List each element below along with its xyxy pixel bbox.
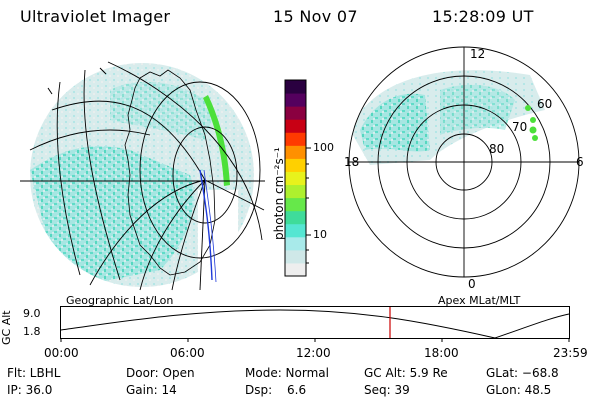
time-readout: 15:28:09 UT <box>432 7 534 26</box>
colorbar-swatch <box>285 158 306 172</box>
mlt-label-6: 6 <box>576 155 584 169</box>
mlt-label-18: 18 <box>344 155 360 169</box>
colorbar-swatch <box>285 80 306 94</box>
left-panel-label: Geographic Lat/Lon <box>66 294 174 307</box>
mlt-label-0: 0 <box>468 277 476 291</box>
altitude-xtick-2359: 23:59 <box>553 346 588 360</box>
polar-plot <box>348 46 580 278</box>
colorbar-swatch <box>285 249 306 264</box>
colorbar-swatch <box>285 184 306 199</box>
info-door: Door: Open <box>126 366 195 380</box>
info-mode: Mode: Normal <box>245 366 329 380</box>
colorbar-tick-100: 100 <box>313 141 334 154</box>
mlt-label-12: 12 <box>470 47 486 61</box>
altitude-plot <box>60 306 570 342</box>
colorbar <box>284 79 311 277</box>
colorbar-tick-10: 10 <box>313 228 327 241</box>
colorbar-swatch <box>285 119 306 133</box>
info-flt: Flt: LBHL <box>7 366 61 380</box>
info-dsp-label: Dsp: <box>245 383 273 397</box>
colorbar-swatch <box>285 132 306 146</box>
altitude-ylabel: GC Alt <box>0 310 13 345</box>
geographic-map <box>20 61 265 291</box>
date-readout: 15 Nov 07 <box>273 7 358 26</box>
colorbar-swatch <box>285 106 306 120</box>
info-ip: IP: 36.0 <box>7 383 53 397</box>
lat-label-60: 60 <box>537 97 553 111</box>
lat-label-70: 70 <box>512 120 528 134</box>
colorbar-swatch <box>285 210 306 225</box>
colorbar-swatch <box>285 236 306 251</box>
colorbar-unit-label: photon cm⁻²s⁻¹ <box>272 147 286 240</box>
info-seq: Seq: 39 <box>364 383 410 397</box>
colorbar-swatch <box>285 197 306 212</box>
app-title: Ultraviolet Imager <box>20 7 171 26</box>
colorbar-swatch <box>285 171 306 186</box>
colorbar-swatch <box>285 223 306 238</box>
info-glon: GLon: 48.5 <box>486 383 552 397</box>
info-gain: Gain: 14 <box>126 383 177 397</box>
lat-label-80: 80 <box>489 142 505 156</box>
colorbar-swatch <box>285 262 306 277</box>
info-gcalt: GC Alt: 5.9 Re <box>364 366 448 380</box>
altitude-xtick-1200: 12:00 <box>296 346 331 360</box>
right-panel-label: Apex MLat/MLT <box>438 294 521 307</box>
altitude-xtick-0000: 00:00 <box>44 346 79 360</box>
info-dsp-value: 6.6 <box>287 383 307 397</box>
altitude-xtick-0600: 06:00 <box>170 346 205 360</box>
colorbar-swatch <box>285 145 306 159</box>
colorbar-swatch <box>285 93 306 107</box>
altitude-xtick-1800: 18:00 <box>424 346 459 360</box>
info-glat: GLat: −68.8 <box>486 366 559 380</box>
auroral-oval-segment <box>203 95 230 186</box>
altitude-ytick-low: 1.8 <box>23 325 41 338</box>
altitude-ytick-high: 9.0 <box>23 307 41 320</box>
